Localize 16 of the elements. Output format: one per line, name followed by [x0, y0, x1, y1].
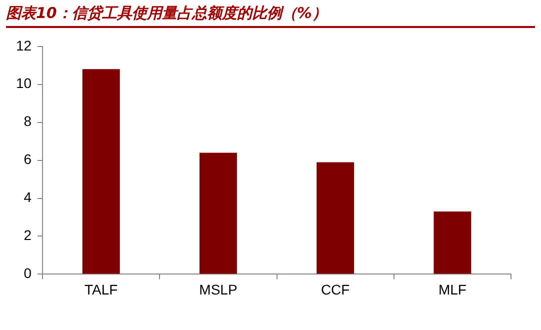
x-tick-label: TALF — [84, 281, 118, 298]
y-tick-label: 6 — [24, 151, 32, 168]
y-tick-label: 4 — [24, 189, 32, 206]
chart-title: 图表10：信贷工具使用量占总额度的比例（%） — [6, 4, 535, 28]
y-tick-label: 2 — [24, 227, 32, 244]
x-tick-label: MSLP — [199, 281, 238, 298]
x-tick-label: MLF — [438, 281, 466, 298]
y-tick-label: 8 — [24, 113, 32, 130]
bar — [82, 69, 120, 274]
y-tick-label: 10 — [16, 75, 32, 92]
y-tick-label: 0 — [24, 265, 32, 282]
y-tick-label: 12 — [16, 37, 32, 54]
x-tick-label: CCF — [320, 281, 350, 298]
bar — [316, 162, 354, 274]
bar — [434, 212, 472, 274]
bar — [199, 152, 237, 274]
